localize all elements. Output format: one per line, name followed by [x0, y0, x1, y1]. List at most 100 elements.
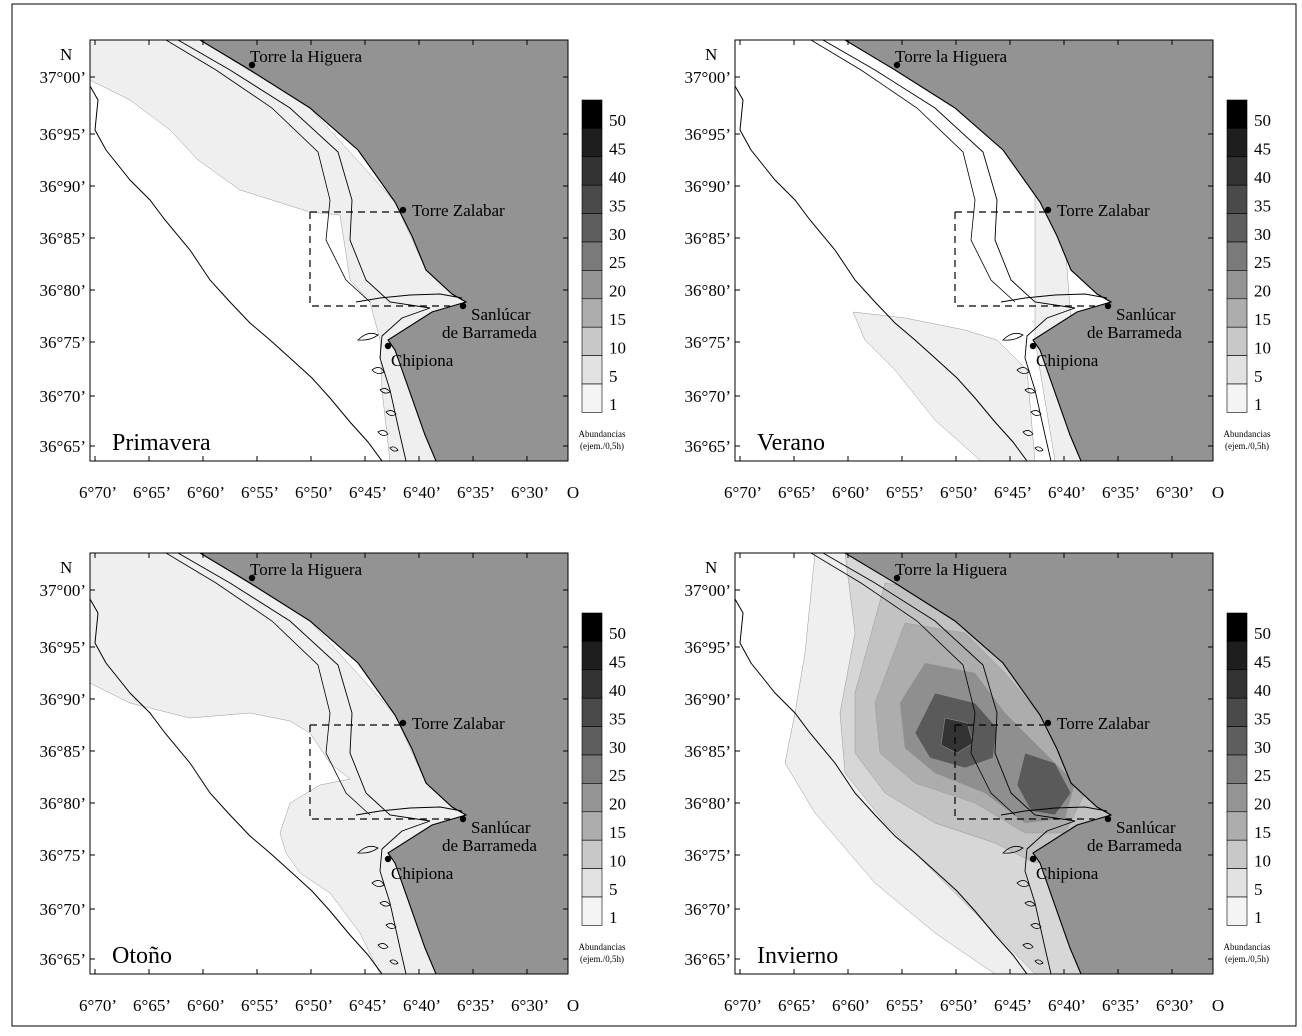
legend-swatch	[581, 868, 603, 898]
lon-tick-label: 6°35’	[1102, 483, 1140, 502]
legend-swatch	[581, 783, 603, 813]
place-torre-zalabar: Torre Zalabar	[1057, 201, 1150, 220]
place-chipiona: Chipiona	[1036, 864, 1099, 883]
legend-value-label: 30	[609, 225, 626, 244]
season-label: Primavera	[112, 430, 211, 456]
lat-tick-label: 36°75’	[685, 846, 731, 865]
lon-tick-label: 6°30’	[1156, 483, 1194, 502]
legend-swatch	[1226, 612, 1248, 642]
legend-value-label: 15	[1254, 823, 1271, 842]
legend-swatch	[581, 99, 603, 129]
place-torre-la-higuera: Torre la Higuera	[250, 560, 363, 579]
legend-value-label: 15	[1254, 310, 1271, 329]
lon-tick-label: 6°35’	[457, 996, 495, 1015]
legend-title: Abundancias	[579, 942, 626, 952]
lat-tick-label: 36°70’	[685, 900, 731, 919]
place-de-barrameda: de Barrameda	[442, 323, 537, 342]
north-label: N	[705, 558, 717, 577]
legend-swatch	[1226, 811, 1248, 841]
legend-value-label: 30	[1254, 738, 1271, 757]
place-chipiona: Chipiona	[391, 864, 454, 883]
lon-tick-label: 6°55’	[241, 483, 279, 502]
legend-swatch	[581, 839, 603, 869]
legend-value-label: 50	[1254, 624, 1271, 643]
legend-value-label: 20	[1254, 282, 1271, 301]
lon-tick-label: 6°45’	[349, 996, 387, 1015]
place-torre-zalabar: Torre Zalabar	[1057, 714, 1150, 733]
place-sanlucar: Sanlúcar	[1116, 818, 1176, 837]
legend-title: Abundancias	[1224, 429, 1271, 439]
lat-tick-label: 36°85’	[40, 229, 86, 248]
lat-tick-label: 36°90’	[685, 177, 731, 196]
legend-value-label: 5	[1254, 880, 1263, 899]
legend-swatch	[1226, 99, 1248, 129]
legend-value-label: 5	[609, 880, 618, 899]
legend-units: (ejem./0,5h)	[580, 441, 624, 451]
legend-value-label: 20	[609, 282, 626, 301]
legend-value-label: 10	[1254, 338, 1271, 357]
lon-tick-label: 6°65’	[133, 483, 171, 502]
lat-tick-label: 36°95’	[40, 638, 86, 657]
legend-swatch	[581, 612, 603, 642]
lon-tick-label: 6°30’	[511, 483, 549, 502]
legend-value-label: 35	[609, 196, 626, 215]
lat-tick-label: 36°65’	[40, 437, 86, 456]
lon-tick-label: 6°60’	[187, 483, 225, 502]
legend-swatch	[581, 754, 603, 784]
lon-tick-label: 6°40’	[403, 483, 441, 502]
lon-tick-label: 6°55’	[241, 996, 279, 1015]
legend-value-label: 1	[1254, 908, 1263, 927]
place-sanlucar: Sanlúcar	[471, 818, 531, 837]
place-chipiona: Chipiona	[391, 351, 454, 370]
lat-tick-label: 36°90’	[40, 690, 86, 709]
legend-title: Abundancias	[579, 429, 626, 439]
legend-swatch	[581, 184, 603, 214]
legend-value-label: 45	[1254, 140, 1271, 159]
legend-value-label: 5	[1254, 367, 1263, 386]
lat-tick-label: 36°90’	[685, 690, 731, 709]
legend-swatch	[1226, 641, 1248, 671]
lon-tick-label: 6°55’	[886, 483, 924, 502]
place-torre-la-higuera: Torre la Higuera	[250, 47, 363, 66]
lon-tick-label: 6°60’	[832, 996, 870, 1015]
lat-tick-label: 36°95’	[40, 125, 86, 144]
lon-tick-label: 6°70’	[724, 483, 762, 502]
legend-swatch	[1226, 726, 1248, 756]
legend-swatch	[1226, 839, 1248, 869]
legend-value-label: 20	[609, 795, 626, 814]
place-chipiona: Chipiona	[1036, 351, 1099, 370]
legend-value-label: 45	[1254, 653, 1271, 672]
abundance-zone	[940, 717, 974, 754]
place-torre-la-higuera: Torre la Higuera	[895, 560, 1008, 579]
legend-value-label: 1	[609, 395, 618, 414]
legend-value-label: 10	[1254, 851, 1271, 870]
legend-swatch	[581, 811, 603, 841]
legend-value-label: 15	[609, 823, 626, 842]
lon-tick-label: 6°65’	[778, 483, 816, 502]
lon-tick-label: 6°45’	[349, 483, 387, 502]
legend-swatch	[581, 326, 603, 356]
legend-value-label: 30	[1254, 225, 1271, 244]
legend-swatch	[1226, 355, 1248, 385]
legend-value-label: 1	[609, 908, 618, 927]
place-torre-la-higuera: Torre la Higuera	[895, 47, 1008, 66]
place-sanlucar: Sanlúcar	[1116, 305, 1176, 324]
legend-value-label: 40	[609, 681, 626, 700]
legend-swatch	[1226, 669, 1248, 699]
lat-tick-label: 37°00’	[40, 581, 86, 600]
abundance-zone	[852, 311, 1036, 461]
season-label: Verano	[757, 430, 825, 456]
lon-tick-label: 6°50’	[295, 996, 333, 1015]
legend-swatch	[1226, 783, 1248, 813]
map-panel-3	[89, 552, 569, 975]
legend-swatch	[1226, 213, 1248, 243]
season-label: Otoño	[112, 943, 172, 969]
place-torre-zalabar: Torre Zalabar	[412, 714, 505, 733]
legend-value-label: 25	[1254, 253, 1271, 272]
lon-tick-label: 6°40’	[403, 996, 441, 1015]
north-label: N	[60, 45, 72, 64]
legend-value-label: 40	[609, 168, 626, 187]
legend-units: (ejem./0,5h)	[1225, 954, 1269, 964]
legend-swatch	[1226, 868, 1248, 898]
